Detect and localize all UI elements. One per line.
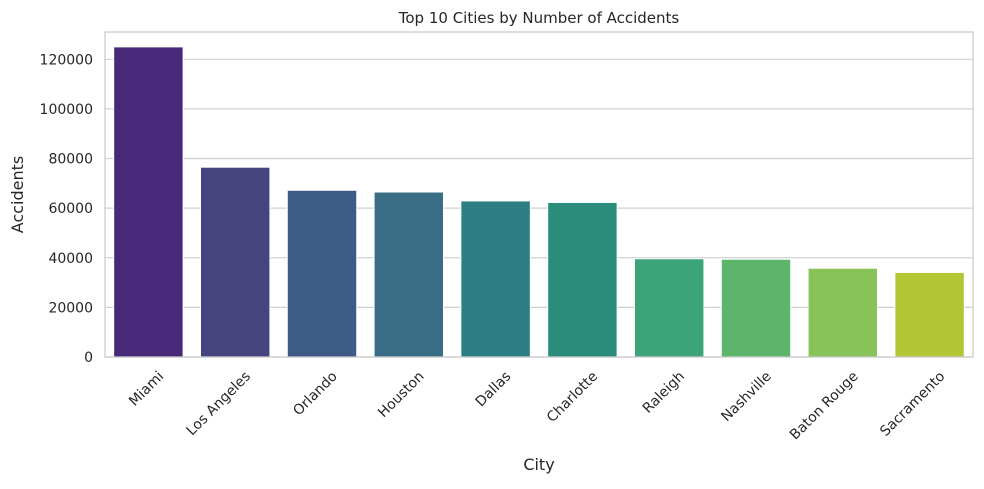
bar-dallas <box>460 200 531 358</box>
y-tick-label: 0 <box>84 350 93 366</box>
bar-nashville <box>720 258 792 358</box>
x-tick-label: Baton Rouge <box>787 369 862 444</box>
x-tick-label: Houston <box>375 369 427 421</box>
x-tick-label: Raleigh <box>640 369 688 417</box>
y-tick-label: 40000 <box>48 251 93 267</box>
y-tick-label: 20000 <box>48 300 93 316</box>
x-tick-label: Nashville <box>718 369 774 425</box>
x-tick-label: Sacramento <box>877 369 948 440</box>
y-tick-label: 120000 <box>40 52 93 68</box>
x-tick-label: Charlotte <box>544 369 601 426</box>
x-tick-labels: Miami Los Angeles Orlando Houston Dallas Char… <box>126 369 948 444</box>
y-tick-label: 80000 <box>48 152 93 168</box>
bars <box>113 46 965 358</box>
bar-sacramento <box>894 271 965 358</box>
bar-houston <box>373 191 445 358</box>
x-tick-label: Dallas <box>473 369 515 411</box>
chart-title: Top 10 Cities by Number of Accidents <box>398 9 680 27</box>
bar-raleigh <box>633 258 705 358</box>
y-axis-label: Accidents <box>8 156 27 233</box>
x-tick-label: Los Angeles <box>184 369 254 439</box>
bar-baton-rouge <box>807 267 879 358</box>
plot-frame <box>104 31 974 358</box>
y-tick-label: 60000 <box>48 201 93 217</box>
bar-los-angeles <box>199 166 271 358</box>
x-axis-label: City <box>523 455 554 474</box>
bar-charlotte <box>547 201 618 358</box>
x-tick-label: Miami <box>126 369 167 410</box>
y-tick-label: 100000 <box>40 102 93 118</box>
bar-orlando <box>286 189 358 358</box>
y-tick-labels: 0 20000 40000 60000 80000 100000 120000 <box>40 52 93 366</box>
x-tick-label: Orlando <box>290 369 341 420</box>
bar-miami <box>113 46 184 358</box>
